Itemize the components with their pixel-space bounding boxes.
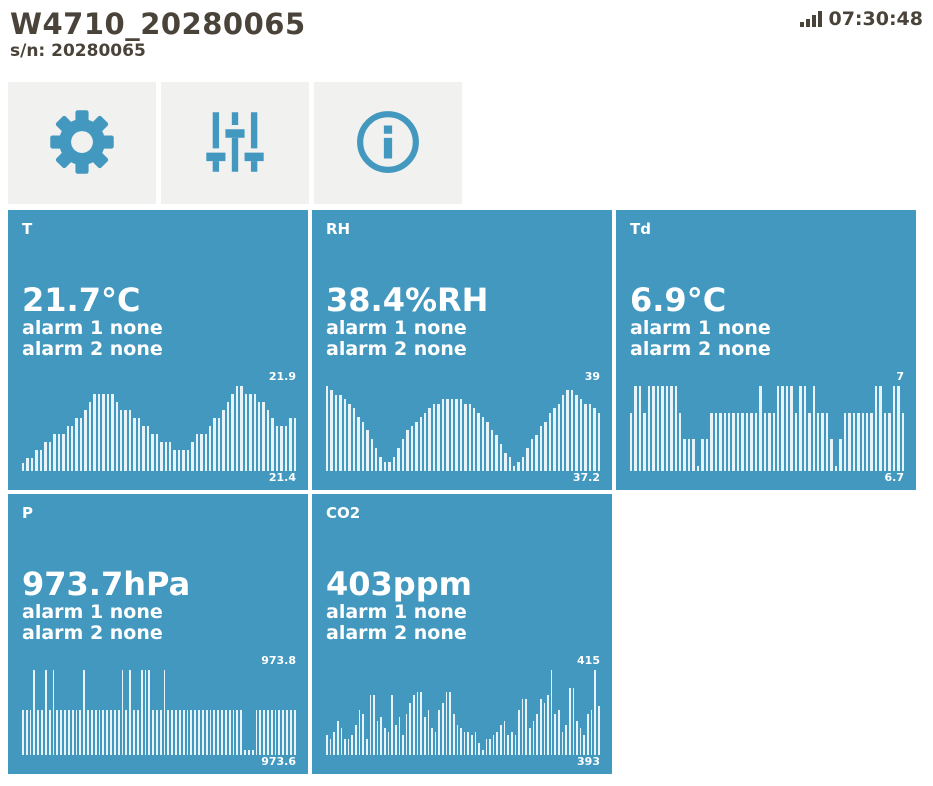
page-title: W4710_20280065 xyxy=(10,7,306,41)
chart-bars xyxy=(22,383,296,471)
tile-co2: CO2 403ppm alarm 1 none alarm 2 none 415… xyxy=(312,494,612,774)
toolbar xyxy=(8,82,933,204)
chart-bars xyxy=(326,667,600,755)
alarm2-status: alarm 2 none xyxy=(630,338,771,360)
chart-min-label: 973.6 xyxy=(261,755,296,768)
chart-max-label: 21.9 xyxy=(268,370,296,383)
clock-area: 07:30:48 xyxy=(800,8,923,30)
alarm2-status: alarm 2 none xyxy=(326,338,467,360)
chart-max-label: 7 xyxy=(896,370,904,383)
alarm2-status: alarm 2 none xyxy=(326,622,467,644)
tile-value: 21.7°C xyxy=(22,281,141,319)
tile-temperature: T 21.7°C alarm 1 none alarm 2 none 21.9 … xyxy=(8,210,308,490)
info-button[interactable] xyxy=(314,82,462,204)
alarm2-status: alarm 2 none xyxy=(22,622,163,644)
tile-value: 403ppm xyxy=(326,565,472,603)
info-icon xyxy=(355,109,421,178)
history-chart: 973.8 973.6 xyxy=(22,654,296,768)
history-chart: 415 393 xyxy=(326,654,600,768)
alarm1-status: alarm 1 none xyxy=(22,317,163,339)
tile-pressure: P 973.7hPa alarm 1 none alarm 2 none 973… xyxy=(8,494,308,774)
tile-value: 38.4%RH xyxy=(326,281,489,319)
history-chart: 39 37.2 xyxy=(326,370,600,484)
serial-number: s/n: 20280065 xyxy=(10,41,146,61)
history-chart: 21.9 21.4 xyxy=(22,370,296,484)
header: W4710_20280065 s/n: 20280065 07:30:48 xyxy=(0,0,933,62)
alarm1-status: alarm 1 none xyxy=(326,601,467,623)
alarm1-status: alarm 1 none xyxy=(22,601,163,623)
tile-value: 973.7hPa xyxy=(22,565,191,603)
alarm1-status: alarm 1 none xyxy=(326,317,467,339)
chart-min-label: 393 xyxy=(577,755,600,768)
adjustment-button[interactable] xyxy=(161,82,309,204)
signal-bars-icon xyxy=(800,11,823,27)
tile-title: T xyxy=(22,220,33,238)
chart-max-label: 973.8 xyxy=(261,654,296,667)
sliders-icon xyxy=(201,108,269,179)
chart-bars xyxy=(630,383,904,471)
alarm1-status: alarm 1 none xyxy=(630,317,771,339)
tile-title: RH xyxy=(326,220,351,238)
clock: 07:30:48 xyxy=(828,8,923,30)
tile-title: P xyxy=(22,504,33,522)
chart-max-label: 415 xyxy=(577,654,600,667)
chart-bars xyxy=(326,383,600,471)
chart-min-label: 37.2 xyxy=(572,471,600,484)
alarm2-status: alarm 2 none xyxy=(22,338,163,360)
tile-dewpoint: Td 6.9°C alarm 1 none alarm 2 none 7 6.7 xyxy=(616,210,916,490)
tile-grid: T 21.7°C alarm 1 none alarm 2 none 21.9 … xyxy=(8,210,933,774)
tile-value: 6.9°C xyxy=(630,281,727,319)
tile-title: CO2 xyxy=(326,504,361,522)
history-chart: 7 6.7 xyxy=(630,370,904,484)
chart-max-label: 39 xyxy=(584,370,600,383)
gear-icon xyxy=(47,107,117,180)
chart-min-label: 6.7 xyxy=(884,471,905,484)
chart-bars xyxy=(22,667,296,755)
tile-title: Td xyxy=(630,220,651,238)
settings-button[interactable] xyxy=(8,82,156,204)
tile-humidity: RH 38.4%RH alarm 1 none alarm 2 none 39 … xyxy=(312,210,612,490)
chart-min-label: 21.4 xyxy=(268,471,296,484)
